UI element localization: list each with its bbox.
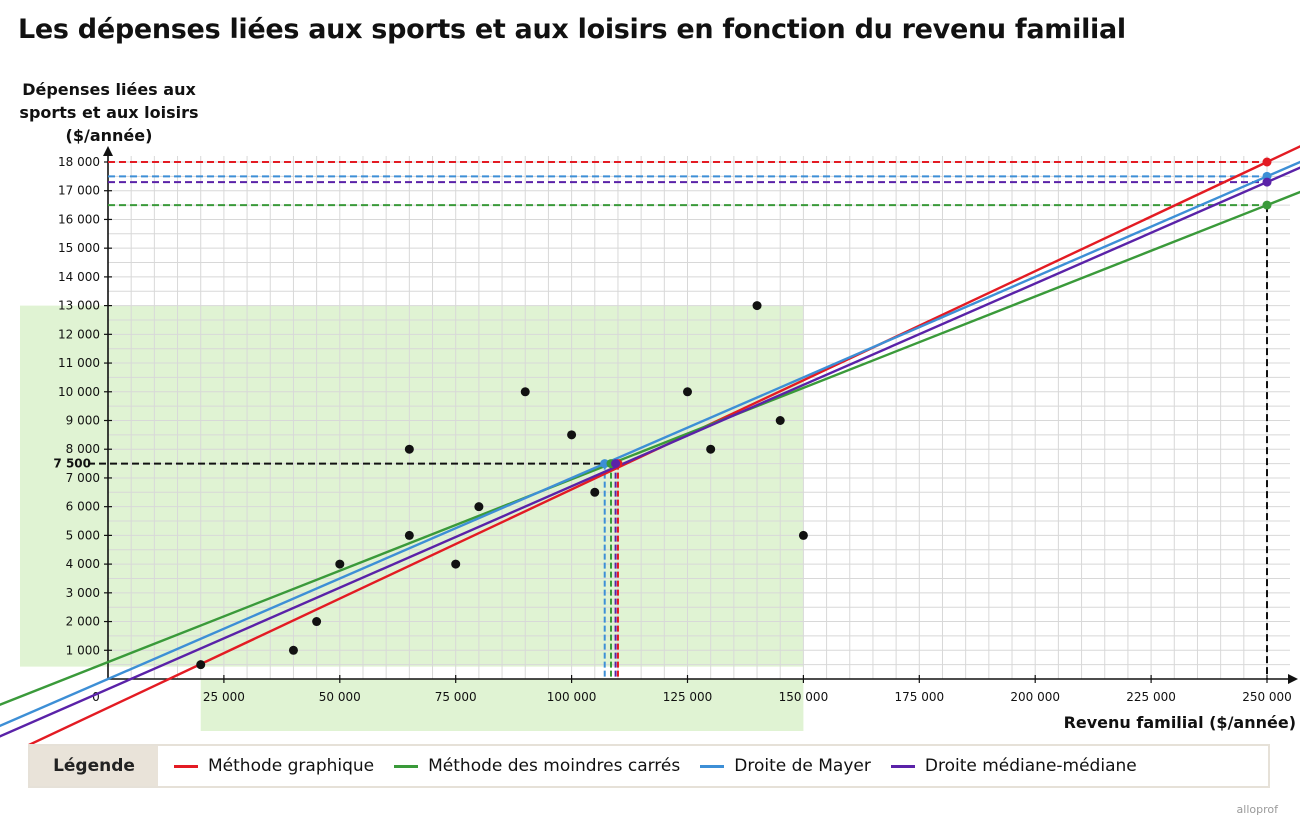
y-tick-label: 18 000 bbox=[58, 155, 100, 169]
x-tick-label: 150 000 bbox=[779, 690, 829, 704]
regression-line bbox=[0, 166, 1300, 738]
highlight-region-lower bbox=[200, 679, 804, 731]
regression-line bbox=[28, 145, 1300, 744]
data-point bbox=[474, 502, 484, 512]
legend-item-moindres-carres: Méthode des moindres carrés bbox=[394, 756, 680, 776]
data-point bbox=[752, 301, 762, 311]
y-tick-label: 17 000 bbox=[58, 184, 100, 198]
legend-swatch-purple bbox=[890, 764, 915, 768]
x-tick-label: 250 000 bbox=[1242, 690, 1292, 704]
y-axis-arrow bbox=[103, 146, 113, 156]
prediction-point bbox=[1262, 177, 1272, 187]
data-point bbox=[404, 530, 414, 540]
x-tick-label: 200 000 bbox=[1010, 690, 1060, 704]
y-tick-label: 12 000 bbox=[58, 327, 100, 341]
data-point bbox=[567, 430, 577, 440]
data-point bbox=[196, 660, 206, 670]
chart-title: Les dépenses liées aux sports et aux loi… bbox=[18, 14, 1126, 45]
y-tick-label-7500: 7 500 bbox=[53, 457, 91, 471]
legend-label: Méthode graphique bbox=[208, 756, 375, 776]
intersection-point bbox=[611, 459, 621, 469]
legend-label: Droite médiane-médiane bbox=[924, 756, 1137, 776]
x-tick-label: 75 000 bbox=[435, 690, 477, 704]
prediction-point bbox=[1262, 200, 1272, 210]
data-point bbox=[288, 645, 298, 655]
y-tick-label: 14 000 bbox=[58, 270, 100, 284]
y-axis-label: Dépenses liées aux sports et aux loisirs… bbox=[19, 80, 199, 145]
highlight-region-upper bbox=[20, 305, 804, 667]
y-tick-label: 7 000 bbox=[66, 471, 100, 485]
y-tick-label: 9 000 bbox=[66, 414, 100, 428]
data-point bbox=[312, 617, 322, 627]
credit-logo: alloprof bbox=[1236, 803, 1278, 816]
legend-item-mayer: Droite de Mayer bbox=[700, 756, 871, 776]
y-tick-label: 15 000 bbox=[58, 241, 100, 255]
data-point bbox=[404, 444, 414, 454]
prediction-point bbox=[1262, 157, 1272, 167]
y-tick-label: 10 000 bbox=[58, 385, 100, 399]
y-tick-label: 16 000 bbox=[58, 212, 100, 226]
intersection-point bbox=[600, 459, 610, 469]
x-tick-label: 25 000 bbox=[203, 690, 245, 704]
y-tick-label: 11 000 bbox=[58, 356, 100, 370]
x-tick-label: 0 bbox=[92, 690, 100, 704]
y-tick-label: 2 000 bbox=[66, 615, 100, 629]
y-tick-label: 6 000 bbox=[66, 500, 100, 514]
x-axis-label: Revenu familial ($/année) bbox=[1064, 713, 1296, 732]
legend-item-methode-graphique: Méthode graphique bbox=[174, 756, 374, 776]
data-point bbox=[798, 530, 808, 540]
scatter-chart: 0 25 000 50 000 75 000 100 000 125 000 150 000… bbox=[0, 145, 1300, 744]
data-point bbox=[520, 387, 530, 397]
legend: Légende Méthode graphique Méthode des mo… bbox=[28, 744, 1270, 788]
data-point bbox=[335, 559, 345, 569]
y-tick-label: 8 000 bbox=[66, 442, 100, 456]
y-tick-label: 5 000 bbox=[66, 528, 100, 542]
y-tick-label: 13 000 bbox=[58, 299, 100, 313]
data-point bbox=[590, 487, 600, 497]
x-tick-label: 50 000 bbox=[319, 690, 361, 704]
legend-label: Droite de Mayer bbox=[734, 756, 871, 776]
y-tick-label: 1 000 bbox=[66, 643, 100, 657]
legend-label: Méthode des moindres carrés bbox=[428, 756, 681, 776]
data-point bbox=[706, 444, 716, 454]
y-tick-label: 3 000 bbox=[66, 586, 100, 600]
data-point bbox=[775, 416, 785, 425]
legend-swatch-blue bbox=[700, 764, 725, 768]
legend-item-mediane-mediane: Droite médiane-médiane bbox=[890, 756, 1137, 776]
legend-swatch-red bbox=[174, 764, 198, 768]
x-tick-label: 100 000 bbox=[547, 690, 597, 704]
data-point bbox=[683, 387, 692, 397]
y-tick-label: 4 000 bbox=[66, 557, 100, 571]
x-tick-label: 225 000 bbox=[1126, 690, 1176, 704]
x-axis-arrow bbox=[1288, 674, 1298, 684]
x-tick-label: 175 000 bbox=[894, 690, 944, 704]
legend-heading: Légende bbox=[30, 746, 158, 786]
x-tick-label: 125 000 bbox=[663, 690, 713, 704]
legend-swatch-green bbox=[394, 764, 419, 768]
data-point bbox=[451, 559, 461, 569]
